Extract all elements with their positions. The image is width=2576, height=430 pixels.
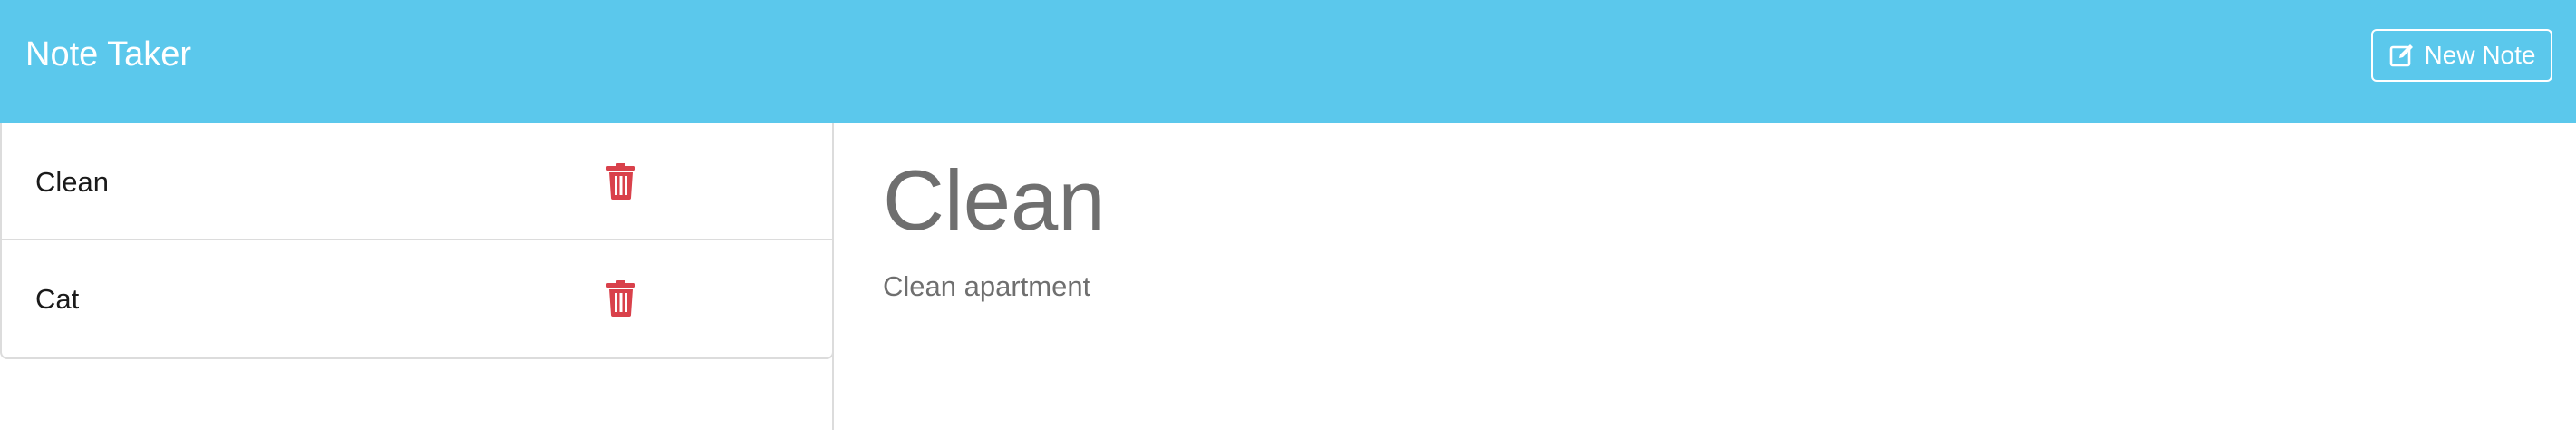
- note-title-input[interactable]: Clean: [883, 152, 1106, 248]
- trash-icon[interactable]: [605, 280, 636, 317]
- list-item[interactable]: Cat: [2, 240, 832, 357]
- edit-icon: [2388, 42, 2416, 69]
- new-note-button[interactable]: New Note: [2371, 29, 2552, 82]
- new-note-label: New Note: [2424, 41, 2536, 69]
- app-title[interactable]: Note Taker: [25, 35, 192, 73]
- note-editor: Clean Clean apartment: [836, 123, 2576, 430]
- note-text-input[interactable]: Clean apartment: [883, 270, 1091, 302]
- navbar: Note Taker New Note: [0, 0, 2576, 123]
- note-title: Cat: [35, 283, 80, 315]
- note-sidebar: Clean Cat: [0, 123, 834, 430]
- list-item[interactable]: Clean: [2, 123, 832, 240]
- note-title: Clean: [35, 166, 109, 198]
- trash-icon[interactable]: [605, 163, 636, 200]
- note-list: Clean Cat: [0, 123, 834, 359]
